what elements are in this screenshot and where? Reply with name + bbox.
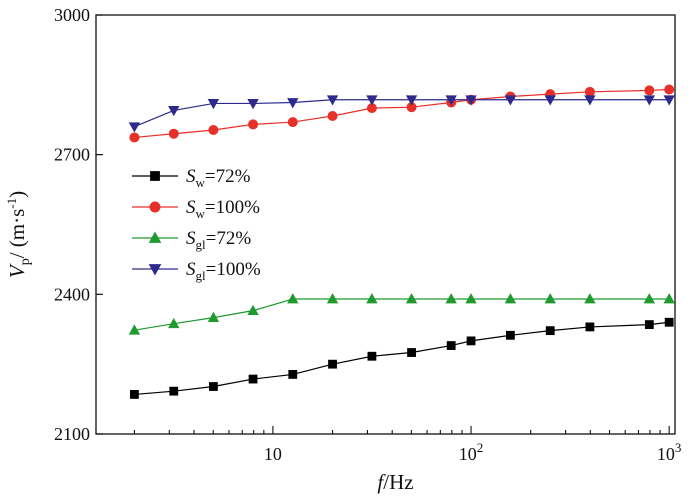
x-axis-ticks: 10 102 103 [133,426,682,464]
x-tick-label: 102 [459,440,484,464]
data-point [248,119,259,130]
data-point [207,99,220,110]
data-point [644,85,655,96]
series-4 [128,95,675,133]
legend-label: Sgl=100% [186,259,261,283]
data-point [327,111,338,122]
legend-label: Sw=72% [186,166,251,190]
y-axis-var: V [5,263,29,278]
data-point [130,390,139,399]
x-axis-title: f/Hz [377,470,413,494]
data-point [326,293,339,304]
plot-border [95,14,676,435]
x-axis-unit: /Hz [383,470,413,494]
data-point [287,98,299,109]
series-layer [128,84,675,399]
x-axis-var: f [377,470,386,494]
y-tick-label: 2700 [54,145,90,165]
data-point [247,304,259,316]
data-point [405,293,418,304]
legend-item-2: Sw=100% [132,197,260,221]
y-axis-unit-prefix: / (m·s [5,209,29,259]
data-point [326,95,339,106]
data-point [664,317,674,327]
data-point [366,293,378,304]
legend-marker [150,171,160,181]
x-tick-label: 10 [264,444,282,464]
data-point [328,359,337,369]
data-point [248,374,258,384]
y-axis-ticks: 2100 2400 2700 3000 [54,5,103,444]
data-point [663,293,675,304]
data-point [663,95,675,106]
data-point [168,106,180,117]
plot-frame [95,14,676,435]
data-point [288,370,298,379]
y-axis-unit-exp: -1 [4,198,19,209]
data-point [169,386,179,396]
data-point [128,122,141,133]
data-point [407,348,416,357]
data-point [445,293,457,304]
legend-item-3: Sgl=72% [132,228,251,252]
data-point [643,95,656,106]
y-tick-label: 3000 [54,5,90,25]
y-axis-sub: p [18,258,33,265]
legend-marker [149,201,161,213]
data-point [366,95,378,106]
data-point [585,322,595,332]
series-1 [130,317,674,399]
data-point [465,293,477,304]
y-tick-label: 2400 [54,284,90,304]
x-tick-label: 103 [657,440,682,464]
data-point [505,330,515,340]
data-point [504,293,517,304]
data-point [644,320,654,329]
data-point [405,95,418,106]
legend-marker [148,264,162,276]
data-point [168,128,179,139]
data-point [287,117,298,128]
legend-item-4: Sgl=100% [132,259,261,283]
legend-label: Sgl=72% [186,228,251,252]
data-point [209,382,218,391]
data-point [504,95,517,106]
y-axis-unit-suffix: ) [5,191,29,198]
data-point [446,341,456,350]
data-point [643,293,656,304]
data-point [466,336,476,346]
y-axis-title: Vp/ (m·s-1) [4,191,33,278]
data-point [544,95,556,106]
data-point [208,124,219,135]
data-point [128,324,141,335]
data-point [544,293,556,304]
data-point [545,326,555,336]
data-point [247,99,259,110]
data-point [207,311,220,323]
data-point [465,95,477,106]
data-point [367,351,377,361]
data-point [584,293,596,304]
data-point [584,95,596,106]
legend-item-1: Sw=72% [132,166,251,190]
legend-marker [148,231,162,243]
legend: Sw=72% Sw=100% Sgl=72% Sgl=100% [132,166,261,283]
data-point [129,132,140,143]
y-tick-label: 2100 [54,424,90,444]
data-point [445,95,457,106]
series-3 [128,293,675,335]
data-point [584,86,595,97]
data-point [664,84,675,95]
data-point [287,293,299,304]
data-point [168,317,180,329]
series-2 [129,84,675,143]
legend-label: Sw=100% [186,197,260,221]
